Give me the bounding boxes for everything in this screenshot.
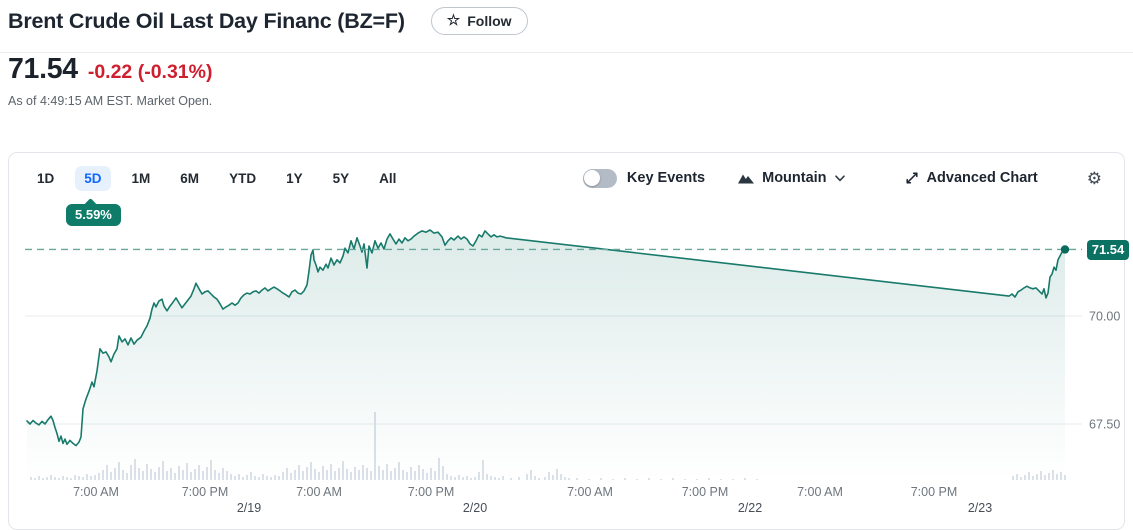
price-change-percent: (-0.31%) (137, 61, 213, 83)
range-tab-1d[interactable]: 1D (28, 166, 63, 191)
follow-button[interactable]: ☆ Follow (430, 7, 528, 35)
range-tab-5y[interactable]: 5Y (324, 166, 359, 191)
price-row: 71.54 -0.22 (-0.31%) (0, 35, 1133, 86)
page-title: Brent Crude Oil Last Day Financ (BZ=F) (8, 8, 405, 33)
range-tab-5d[interactable]: 5D (75, 165, 111, 191)
range-tab-1m[interactable]: 1M (123, 166, 160, 191)
price-chart[interactable]: 70.00 67.50 7:00 AM 7:00 PM 7:00 AM 7:00 PM 7:… (9, 153, 1124, 529)
advanced-chart-button[interactable]: Advanced Chart (899, 169, 1044, 187)
range-tab-all[interactable]: All (370, 166, 405, 191)
x-axis-time-label: 7:00 AM (296, 485, 342, 499)
gear-icon[interactable]: ⚙ (1086, 168, 1102, 188)
current-price-dot (1060, 245, 1070, 254)
x-axis-time-label: 7:00 PM (682, 485, 729, 499)
range-change-value: 5.59% (75, 207, 112, 222)
chart-card: 1D 5D 1M 6M YTD 1Y 5Y All Key Events (8, 152, 1129, 530)
x-axis-time-label: 7:00 PM (182, 485, 229, 499)
price-area (27, 230, 1065, 480)
range-tab-1y[interactable]: 1Y (277, 166, 312, 191)
y-axis-label: 70.00 (1089, 310, 1120, 324)
advanced-chart-label: Advanced Chart (926, 170, 1038, 186)
follow-label: Follow (467, 13, 512, 29)
x-axis-time-label: 7:00 PM (408, 485, 455, 499)
chart-controls: Key Events Mountain Advanced Chart (582, 168, 1102, 188)
toggle-knob (584, 170, 601, 186)
x-axis-time-label: 7:00 PM (911, 485, 958, 499)
x-axis-time-label: 7:00 AM (797, 485, 843, 499)
key-events-toggle[interactable] (582, 168, 617, 188)
chevron-down-icon (834, 174, 845, 181)
key-events-label: Key Events (626, 170, 706, 186)
chart-type-dropdown[interactable]: Mountain (732, 169, 850, 187)
current-price: 71.54 (8, 53, 78, 85)
range-tabs: 1D 5D 1M 6M YTD 1Y 5Y All (28, 165, 405, 191)
x-axis-date-label: 2/19 (237, 501, 261, 515)
range-change-badge: 5.59% (66, 204, 121, 226)
header: Brent Crude Oil Last Day Financ (BZ=F) ☆… (0, 0, 1133, 35)
chart-type-label: Mountain (762, 170, 827, 186)
price-line (26, 229, 1066, 447)
range-tab-6m[interactable]: 6M (171, 166, 208, 191)
price-change-value: -0.22 (87, 61, 133, 83)
x-axis-date-label: 2/23 (968, 501, 992, 515)
y-axis-label: 67.50 (1089, 418, 1120, 432)
star-icon: ☆ (446, 11, 461, 29)
mountain-icon (738, 174, 755, 184)
chart-toolbar: 1D 5D 1M 6M YTD 1Y 5Y All Key Events (9, 153, 1124, 203)
x-axis-time-label: 7:00 AM (567, 485, 613, 499)
x-axis-date-label: 2/20 (463, 501, 487, 515)
current-price-pill: 71.54 (1087, 240, 1129, 260)
x-axis-time-label: 7:00 AM (73, 485, 119, 499)
x-axis-date-label: 2/22 (738, 501, 762, 515)
expand-diagonal-icon (905, 172, 918, 184)
header-divider (0, 52, 1133, 53)
as-of-text: As of 4:49:15 AM EST. Market Open. (8, 94, 213, 108)
price-change: -0.22 (-0.31%) (88, 61, 213, 84)
range-tab-ytd[interactable]: YTD (220, 166, 265, 191)
